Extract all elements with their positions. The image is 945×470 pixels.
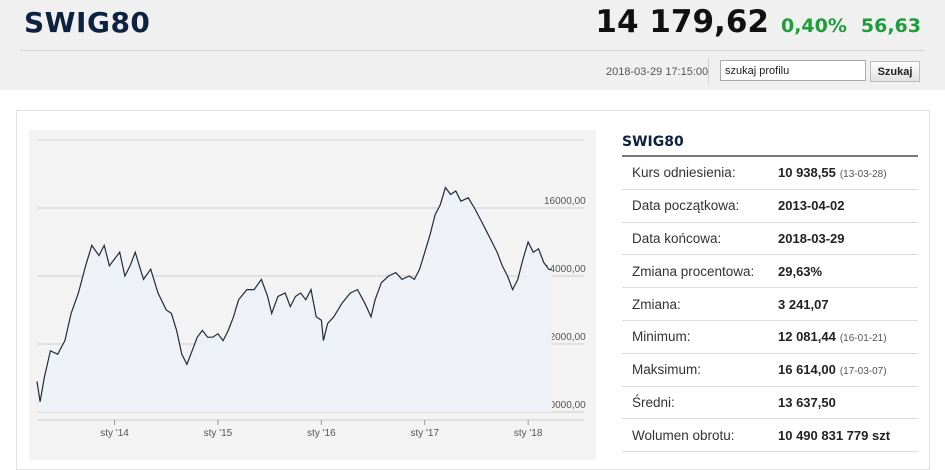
stats-row-label: Zmiana procentowa:	[632, 263, 755, 279]
x-tick-label: sty '16	[307, 428, 336, 439]
stats-value-text: 29,63%	[778, 263, 823, 279]
stats-row-value: 2018-03-29	[778, 231, 845, 246]
stats-value-text: 3 241,07	[778, 296, 829, 312]
stats-value-date: (17-03-07)	[839, 366, 887, 378]
stats-row: Kurs odniesienia: 10 938,55 (13-03-28)	[622, 157, 918, 190]
last-price: 14 179,62	[595, 4, 769, 40]
x-tick-label: sty '17	[410, 428, 439, 439]
stats-value-text: 12 081,44	[778, 329, 836, 345]
stats-row-value: 2013-04-02	[778, 198, 845, 213]
stats-row-value: 10 938,55 (13-03-28)	[778, 165, 887, 180]
stats-row: Zmiana procentowa: 29,63%	[622, 255, 918, 289]
stats-row-label: Data początkowa:	[632, 198, 740, 214]
stats-row: Średni: 13 637,50	[622, 387, 918, 420]
stats-value-text: 16 614,00	[778, 362, 836, 378]
profile-search-input[interactable]	[720, 60, 866, 81]
stats-row-value: 13 637,50	[778, 395, 836, 410]
stats-row-label: Data końcowa:	[632, 230, 722, 246]
stats-value-text: 10 490 831 779 szt	[778, 427, 891, 443]
change-absolute: 56,63	[860, 15, 921, 37]
stats-value-date: (16-01-21)	[839, 333, 887, 345]
stats-row-label: Maksimum:	[632, 362, 702, 378]
stats-row: Data początkowa: 2013-04-02	[622, 190, 918, 223]
quote-summary: 14 179,62 0,40% 56,63	[595, 4, 921, 40]
stats-value-text: 10 938,55	[778, 165, 836, 181]
y-tick-label: 12000,00	[544, 332, 586, 343]
x-tick-label: sty '15	[204, 428, 233, 439]
stats-row-label: Kurs odniesienia:	[632, 165, 736, 181]
quote-header: SWIG80 14 179,62 0,40% 56,63 2018-03-29 …	[0, 0, 945, 90]
x-tick-label: sty '18	[514, 428, 543, 439]
ticker-symbol: SWIG80	[24, 6, 151, 39]
stats-row-value: 29,63%	[778, 264, 822, 279]
y-tick-label: 16000,00	[544, 196, 586, 207]
stats-value-date: (13-03-28)	[839, 169, 887, 181]
stats-row-label: Wolumen obrotu:	[632, 427, 735, 443]
price-area	[37, 187, 552, 412]
stats-row: Data końcowa: 2018-03-29	[622, 223, 918, 256]
stats-row: Wolumen obrotu: 10 490 831 779 szt	[622, 419, 918, 453]
change-percent: 0,40%	[780, 15, 847, 37]
stats-title: SWIG80	[622, 132, 918, 157]
x-tick-label: sty '14	[100, 428, 129, 439]
quote-datetime: 2018-03-29 17:15:00	[606, 66, 709, 78]
stats-row-value: 10 490 831 779 szt	[778, 428, 890, 443]
price-chart[interactable]: 10000,00 12000,00 14000,00 16000,00 sty '14 s…	[29, 130, 596, 460]
stats-row-value: 12 081,44 (16-01-21)	[778, 329, 887, 344]
stats-row-value: 3 241,07	[778, 297, 829, 312]
header-divider	[20, 50, 925, 51]
price-chart-svg: 10000,00 12000,00 14000,00 16000,00 sty '14 s…	[29, 130, 596, 460]
stats-row: Maksimum: 16 614,00 (17-03-07)	[622, 354, 918, 387]
stats-row-label: Średni:	[632, 394, 675, 410]
stats-row: Minimum: 12 081,44 (16-01-21)	[622, 321, 918, 354]
stats-value-text: 2018-03-29	[778, 230, 845, 246]
price-line	[36, 186, 553, 402]
stats-value-text: 13 637,50	[778, 394, 836, 410]
stats-rows: Kurs odniesienia: 10 938,55 (13-03-28) Data…	[622, 157, 918, 453]
stats-row-label: Minimum:	[632, 329, 691, 345]
stats-row-value: 16 614,00 (17-03-07)	[778, 362, 887, 377]
stats-table: SWIG80 Kurs odniesienia: 10 938,55 (13-03-…	[622, 132, 918, 453]
stats-row: Zmiana: 3 241,07	[622, 288, 918, 321]
y-tick-label: 14000,00	[544, 264, 586, 275]
search-button[interactable]: Szukaj	[870, 61, 920, 82]
stats-row-label: Zmiana:	[632, 296, 681, 312]
stats-value-text: 2013-04-02	[778, 198, 845, 214]
y-tick-label: 10000,00	[544, 400, 586, 411]
header-separator	[708, 58, 709, 84]
